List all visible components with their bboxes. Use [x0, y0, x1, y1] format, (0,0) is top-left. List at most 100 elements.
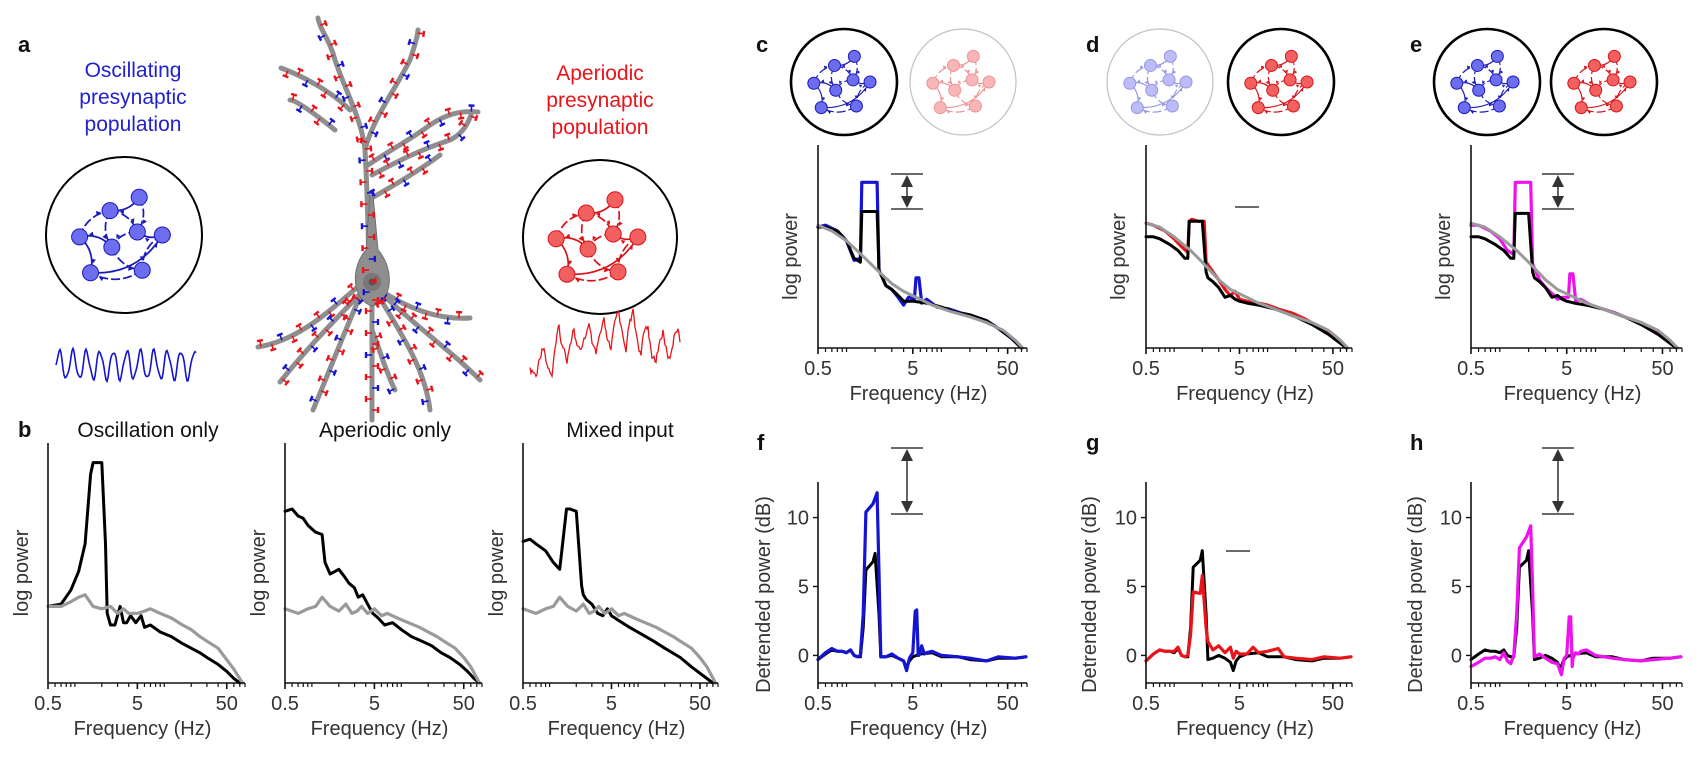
synapse-bouton: [349, 328, 354, 336]
arrowhead: [1466, 65, 1471, 69]
dendrite: [365, 109, 481, 168]
x-tick-label: 50: [1651, 693, 1673, 715]
synapse-bouton: [368, 188, 376, 194]
y-axis-label: log power: [248, 529, 270, 616]
synapse-bouton: [422, 30, 426, 37]
neuron-node: [926, 76, 940, 90]
synapse-bouton: [325, 54, 331, 61]
arrowhead: [565, 233, 571, 238]
neuron-node: [1574, 101, 1588, 115]
x-tick-label: 50: [997, 693, 1019, 715]
synapse-bouton: [333, 75, 338, 82]
synapse-bouton: [384, 193, 391, 199]
population-ring: [789, 27, 899, 137]
arrowhead: [847, 69, 851, 74]
arrowhead: [1294, 70, 1298, 74]
synapse-bouton: [437, 147, 445, 152]
neuron-node: [863, 75, 877, 89]
arrowhead: [941, 97, 945, 101]
neuron-node: [847, 49, 861, 63]
x-axis-label: Frequency (Hz): [311, 718, 449, 740]
neuron-node: [1145, 83, 1159, 97]
neuron-node: [1244, 76, 1258, 90]
arrowhead: [839, 80, 843, 84]
neuron-node: [82, 264, 100, 282]
neuron-node: [1589, 83, 1603, 97]
arrowhead-down: [901, 501, 913, 513]
synapse-bouton: [329, 117, 336, 124]
arrowhead: [841, 65, 846, 69]
arrowhead: [615, 257, 620, 263]
dendrite: [369, 327, 398, 393]
arrowhead: [603, 268, 609, 273]
series-output: [521, 507, 715, 685]
x-axis-label: Frequency (Hz): [1176, 383, 1314, 405]
panel-label-a: a: [18, 32, 31, 57]
arrowhead: [1278, 65, 1283, 69]
synapse-bouton: [478, 369, 485, 376]
x-tick-label: 50: [689, 693, 711, 715]
arrowhead: [620, 239, 626, 245]
population-diagrams: [45, 27, 1659, 315]
y-axis-label: log power: [1433, 213, 1455, 300]
arrowhead: [116, 233, 121, 239]
synapse-bouton: [332, 369, 338, 376]
x-tick-label: 5: [369, 693, 380, 715]
connection-arrow: [932, 81, 956, 91]
synapse-bouton: [308, 395, 314, 402]
panel-label-d: d: [1086, 32, 1099, 57]
synapse-bouton: [324, 389, 329, 397]
annotation-c-difference: [891, 173, 923, 210]
dendrite: [277, 289, 365, 385]
synapse-bouton: [421, 133, 428, 139]
y-axis-label: log power: [486, 529, 508, 616]
synapse-bouton: [424, 153, 431, 160]
synapse-bouton: [396, 339, 402, 346]
arrowhead-up: [901, 449, 913, 461]
synapse-bouton: [444, 107, 452, 112]
synapse-bouton: [317, 34, 323, 42]
synapse-bouton: [461, 370, 468, 377]
neuron-node: [1179, 75, 1193, 89]
panel-label-b: b: [18, 417, 31, 442]
arrowhead: [1144, 80, 1148, 85]
caption-line: presynaptic: [546, 89, 653, 112]
x-tick-label: 0.5: [1457, 358, 1485, 380]
arrowhead: [1179, 88, 1183, 92]
synapse-bouton: [330, 296, 337, 303]
x-tick-label: 5: [132, 693, 143, 715]
panel-label-g: g: [1086, 430, 1099, 455]
arrowhead: [828, 80, 832, 85]
arrowhead: [822, 97, 826, 101]
connection-arrow: [953, 56, 974, 67]
synapse-bouton: [428, 326, 435, 332]
synapse-bouton: [390, 304, 396, 312]
neuron-node: [130, 188, 148, 206]
synapse-bouton: [357, 308, 363, 315]
synapse-bouton: [325, 354, 331, 362]
synapse-bouton: [370, 346, 375, 354]
synapse-bouton: [341, 95, 346, 103]
arrowhead-down: [901, 196, 913, 208]
arrowhead: [947, 80, 951, 85]
population-ring: [909, 28, 1017, 136]
y-tick-label: 0: [1451, 645, 1462, 667]
arrowhead: [1580, 79, 1585, 83]
arrowhead: [1170, 95, 1174, 99]
connection-arrow: [1137, 81, 1187, 109]
caption-line: population: [85, 113, 182, 136]
y-axis-label: Detrended power (dB): [753, 496, 775, 693]
series-input: [1144, 217, 1349, 350]
arrowhead: [823, 65, 828, 69]
title-aperiodic-only: Aperiodic only: [319, 419, 451, 442]
y-tick-label: 0: [798, 645, 809, 667]
connection-arrow: [974, 81, 990, 106]
synapse-bouton: [284, 379, 290, 386]
population-e-aperiodic: [1549, 27, 1659, 137]
arrowhead: [91, 258, 96, 264]
synapse-bouton: [337, 106, 344, 112]
arrowhead: [1588, 80, 1592, 85]
synapse-bouton: [444, 132, 451, 137]
